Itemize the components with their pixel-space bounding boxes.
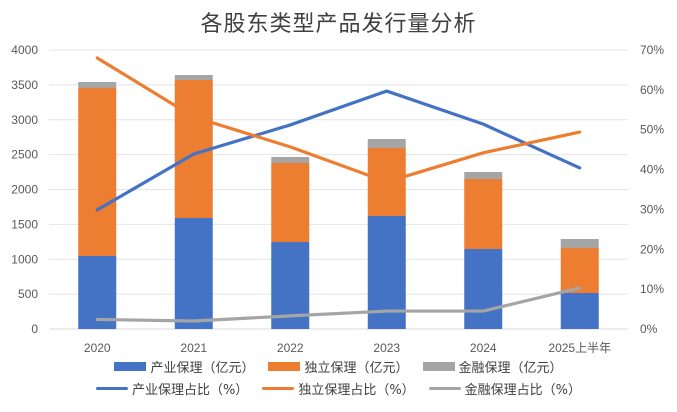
left-axis-tick-label: 3000 <box>11 113 38 127</box>
left-axis-tick-label: 1500 <box>11 217 38 231</box>
bar-segment-independent-2025上半年 <box>560 248 599 294</box>
legend-swatch-independent-line <box>262 386 295 390</box>
x-axis-tick-label: 2023 <box>373 341 400 355</box>
line-series-independent <box>95 56 582 184</box>
legend-swatch-financial-bar <box>422 361 455 371</box>
legend-label: 产业保理（亿元） <box>150 360 255 376</box>
right-axis-tick-label: 10% <box>640 282 664 296</box>
bar-segment-financial-2025上半年 <box>560 239 599 249</box>
line-series-industrial <box>95 89 582 212</box>
legend-label: 金融保理（亿元） <box>458 360 563 376</box>
legend-label: 产业保理占比（%） <box>131 382 249 398</box>
right-axis-tick-label: 40% <box>640 163 664 177</box>
gridlines <box>49 49 628 330</box>
bars <box>78 75 599 329</box>
bar-segment-financial-2024 <box>464 171 503 179</box>
legend-item-financial-bar[interactable]: 金融保理（亿元） <box>422 357 563 376</box>
left-axis-tick-label: 500 <box>18 287 38 301</box>
x-axis-tick-label: 2025上半年 <box>548 341 611 355</box>
bar-segment-industrial-2024 <box>464 248 503 329</box>
line-series-financial <box>95 286 582 323</box>
x-axis-tick-label: 2021 <box>180 341 207 355</box>
left-axis-tick-label: 0 <box>31 322 38 336</box>
left-axis-tick-label: 2000 <box>11 183 38 197</box>
bar-segment-financial-2021 <box>174 75 213 80</box>
bar-segment-financial-2020 <box>78 82 117 89</box>
legend-item-financial-line[interactable]: 金融保理占比（%） <box>428 379 582 398</box>
bar-segment-industrial-2025上半年 <box>560 293 599 329</box>
legend-label: 独立保理占比（%） <box>298 382 415 398</box>
left-axis-tick-label: 1000 <box>11 252 38 266</box>
legend-swatch-financial-line <box>428 386 461 390</box>
x-axis-ticks: 2020 2021 2022 2023 2024 2025上半年 <box>84 341 611 355</box>
x-axis-tick-label: 2022 <box>277 341 304 355</box>
bar-segment-financial-2022 <box>271 156 310 163</box>
lines <box>95 56 582 323</box>
right-axis-tick-label: 50% <box>640 123 664 137</box>
bar-segment-independent-2022 <box>271 162 310 243</box>
bar-segment-industrial-2020 <box>78 255 117 329</box>
left-axis-tick-label: 3500 <box>11 78 38 92</box>
x-axis-tick-label: 2020 <box>84 341 111 355</box>
right-axis-tick-label: 70% <box>640 43 664 57</box>
bar-segment-industrial-2021 <box>174 218 213 329</box>
legend: 产业保理（亿元） 独立保理（亿元） 金融保理（亿元） 产业保理占比（%） 独立保… <box>0 355 677 399</box>
legend-label: 金融保理占比（%） <box>464 382 582 398</box>
left-axis-tick-label: 2500 <box>11 148 38 162</box>
x-axis-tick-label: 2024 <box>470 341 497 355</box>
legend-swatch-industrial-bar <box>114 361 147 371</box>
bar-segment-independent-2020 <box>78 88 117 256</box>
legend-swatch-industrial-line <box>95 386 128 390</box>
right-axis-tick-label: 60% <box>640 83 664 97</box>
legend-item-independent-line[interactable]: 独立保理占比（%） <box>262 379 415 398</box>
right-axis-tick-label: 30% <box>640 202 664 216</box>
legend-item-industrial-line[interactable]: 产业保理占比（%） <box>95 379 249 398</box>
legend-item-industrial-bar[interactable]: 产业保理（亿元） <box>114 357 254 376</box>
right-axis-tick-label: 0% <box>640 322 658 336</box>
legend-row-lines: 产业保理占比（%） 独立保理占比（%） 金融保理占比（%） <box>0 377 677 399</box>
left-axis-ticks: 0 500 1000 1500 2000 2500 3000 3500 4000 <box>11 43 38 336</box>
legend-item-independent-bar[interactable]: 独立保理（亿元） <box>268 357 409 376</box>
bar-segment-financial-2023 <box>367 139 406 148</box>
right-axis-tick-label: 20% <box>640 242 664 256</box>
legend-label: 独立保理（亿元） <box>304 360 409 376</box>
left-axis-tick-label: 4000 <box>11 43 38 57</box>
bar-segment-independent-2024 <box>464 178 503 249</box>
legend-row-bars: 产业保理（亿元） 独立保理（亿元） 金融保理（亿元） <box>0 355 677 377</box>
chart-title: 各股东类型产品发行量分析 <box>200 12 477 37</box>
legend-swatch-independent-bar <box>268 361 301 371</box>
right-axis-ticks: 0% 10% 20% 30% 40% 50% 60% 70% <box>640 43 664 336</box>
